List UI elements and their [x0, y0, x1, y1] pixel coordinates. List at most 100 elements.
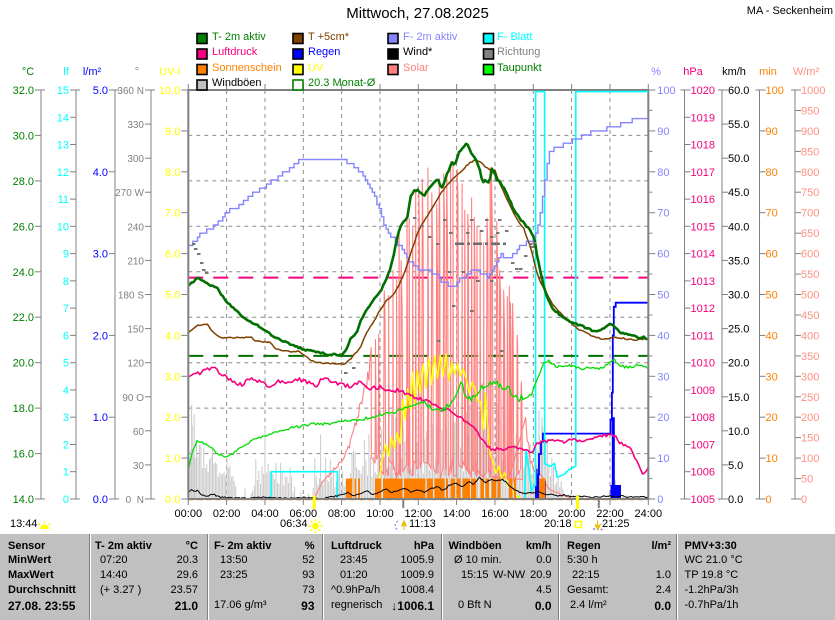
svg-text:8.0: 8.0: [165, 167, 180, 179]
svg-text:2: 2: [63, 440, 69, 452]
svg-text:3.0: 3.0: [165, 371, 180, 383]
svg-text:0: 0: [63, 494, 69, 506]
svg-text:20.0: 20.0: [728, 358, 749, 370]
svg-text:32.0: 32.0: [13, 85, 34, 97]
svg-text:24.0: 24.0: [13, 267, 34, 279]
svg-text:08:00: 08:00: [328, 508, 356, 520]
svg-text:70: 70: [657, 208, 669, 220]
svg-text:80: 80: [657, 167, 669, 179]
svg-text:100: 100: [657, 85, 675, 97]
svg-text:700: 700: [801, 208, 819, 220]
svg-text:16.0: 16.0: [13, 449, 34, 461]
svg-text:l/m²: l/m²: [83, 66, 102, 78]
svg-text:°C: °C: [22, 66, 34, 78]
svg-text:5.0: 5.0: [165, 290, 180, 302]
svg-text:00:00: 00:00: [175, 508, 203, 520]
svg-text:%: %: [651, 66, 661, 78]
svg-text:km/h: km/h: [722, 66, 746, 78]
svg-text:25.0: 25.0: [728, 324, 749, 336]
svg-text:50: 50: [766, 290, 778, 302]
svg-text:950: 950: [801, 106, 819, 118]
svg-text:°: °: [135, 66, 139, 78]
svg-text:450: 450: [801, 310, 819, 322]
svg-text:600: 600: [801, 249, 819, 261]
svg-text:7.0: 7.0: [165, 208, 180, 220]
svg-text:9.0: 9.0: [165, 126, 180, 138]
svg-text:500: 500: [801, 290, 819, 302]
svg-text:0: 0: [657, 494, 663, 506]
svg-text:6: 6: [63, 330, 69, 342]
svg-text:400: 400: [801, 330, 819, 342]
svg-text:6.0: 6.0: [165, 249, 180, 261]
svg-text:0.0: 0.0: [165, 494, 180, 506]
svg-text:60.0: 60.0: [728, 85, 749, 97]
svg-text:80: 80: [766, 167, 778, 179]
svg-text:240: 240: [127, 222, 144, 233]
svg-text:3: 3: [63, 412, 69, 424]
svg-text:50: 50: [801, 474, 813, 486]
svg-text:360 N: 360 N: [117, 86, 144, 97]
svg-text:10: 10: [57, 221, 69, 233]
svg-text:650: 650: [801, 228, 819, 240]
svg-text:350: 350: [801, 351, 819, 363]
svg-text:10.0: 10.0: [728, 426, 749, 438]
svg-text:26.0: 26.0: [13, 221, 34, 233]
svg-text:1013: 1013: [691, 276, 715, 288]
svg-text:4: 4: [63, 385, 69, 397]
svg-text:150: 150: [127, 325, 144, 336]
svg-text:100: 100: [766, 85, 784, 97]
svg-text:W/m²: W/m²: [793, 66, 820, 78]
svg-text:35.0: 35.0: [728, 255, 749, 267]
svg-text:0.0: 0.0: [93, 494, 108, 506]
svg-text:11: 11: [58, 194, 69, 206]
svg-text:550: 550: [801, 269, 819, 281]
svg-text:1000: 1000: [801, 85, 825, 97]
svg-text:04:00: 04:00: [251, 508, 279, 520]
svg-text:30.0: 30.0: [728, 290, 749, 302]
svg-text:40: 40: [657, 330, 669, 342]
svg-text:1005: 1005: [691, 494, 715, 506]
svg-text:40: 40: [766, 330, 778, 342]
svg-text:1.0: 1.0: [93, 412, 108, 424]
svg-text:18:00: 18:00: [520, 508, 548, 520]
svg-text:10: 10: [657, 453, 669, 465]
svg-text:24:00: 24:00: [635, 508, 663, 520]
svg-text:60: 60: [766, 249, 778, 261]
svg-text:7: 7: [63, 303, 69, 315]
svg-text:8: 8: [63, 276, 69, 288]
svg-text:13: 13: [57, 140, 69, 152]
svg-text:300: 300: [801, 371, 819, 383]
svg-text:1006: 1006: [691, 467, 715, 479]
svg-text:900: 900: [801, 126, 819, 138]
svg-text:lf: lf: [63, 66, 69, 78]
svg-text:45.0: 45.0: [728, 187, 749, 199]
svg-text:90: 90: [657, 126, 669, 138]
svg-text:1011: 1011: [691, 330, 715, 342]
svg-text:1008: 1008: [691, 412, 715, 424]
svg-text:50: 50: [657, 290, 669, 302]
svg-text:200: 200: [801, 412, 819, 424]
svg-text:3.0: 3.0: [93, 249, 108, 261]
svg-text:210: 210: [127, 256, 144, 267]
svg-text:1: 1: [63, 467, 69, 479]
svg-text:15.0: 15.0: [728, 392, 749, 404]
svg-text:100: 100: [801, 453, 819, 465]
svg-text:14:00: 14:00: [443, 508, 471, 520]
svg-text:5.0: 5.0: [728, 460, 743, 472]
svg-text:1020: 1020: [691, 85, 715, 97]
svg-text:1.0: 1.0: [165, 453, 180, 465]
svg-text:20.0: 20.0: [13, 358, 34, 370]
svg-text:20:00: 20:00: [558, 508, 586, 520]
svg-text:2.0: 2.0: [93, 330, 108, 342]
svg-text:4.0: 4.0: [165, 330, 180, 342]
svg-text:750: 750: [801, 187, 819, 199]
svg-text:10:00: 10:00: [366, 508, 394, 520]
svg-text:5.0: 5.0: [93, 85, 108, 97]
svg-text:22.0: 22.0: [13, 312, 34, 324]
svg-text:10: 10: [766, 453, 778, 465]
svg-text:20: 20: [657, 412, 669, 424]
svg-text:12: 12: [57, 167, 69, 179]
svg-text:90 O: 90 O: [122, 393, 144, 404]
svg-text:15: 15: [57, 85, 69, 97]
svg-text:90: 90: [766, 126, 778, 138]
